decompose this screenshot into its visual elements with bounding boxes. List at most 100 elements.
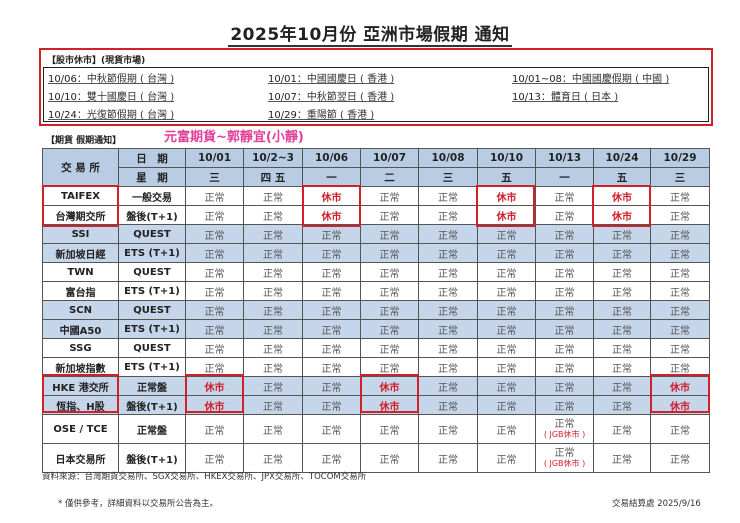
status-cell: 正常 xyxy=(593,414,651,444)
status-cell: 正常 xyxy=(185,357,244,377)
status-cell: 正常 xyxy=(302,243,361,263)
status-cell: 正常 xyxy=(360,281,419,301)
disclaimer: * 僅供參考，詳細資料以交易所公告為主。 xyxy=(58,499,218,509)
status-cell: 休市 xyxy=(302,205,361,225)
status-cell: 正常 xyxy=(477,262,536,282)
status-cell: 正常 xyxy=(593,395,651,415)
status-cell: 正常 xyxy=(185,300,244,320)
status-cell: 正常 xyxy=(243,414,303,444)
date-label: 日 期 xyxy=(118,148,186,168)
status-cell: 正常 xyxy=(418,224,478,244)
stock-item: 10/06：中秋節假期 ( 台灣 ) xyxy=(48,74,175,85)
table-row: 台灣期交所 盤後(T+1) 正常 正常 休市 正常 正常 休市 正常 休市 正常 xyxy=(42,205,710,225)
futures-holiday-table: 交 易 所日 期 10/01 10/2~3 10/06 10/07 10/08 10/10 1… xyxy=(42,148,710,473)
status-cell: 正常 xyxy=(593,443,651,473)
status-cell: 正常 xyxy=(650,281,710,301)
status-cell: 正常 xyxy=(535,338,594,358)
status-cell: 正常 xyxy=(650,338,710,358)
table-row: SCN QUEST 正常 正常 正常 正常 正常 正常 正常 正常 正常 xyxy=(42,300,710,320)
status-cell: 正常 xyxy=(477,319,536,339)
status-cell: 正常( JGB休市 ) xyxy=(535,414,594,444)
status-cell: 正常 xyxy=(418,414,478,444)
status-cell: 休市 xyxy=(650,395,710,415)
status-cell: 正常 xyxy=(418,262,478,282)
status-cell: 正常 xyxy=(360,224,419,244)
status-cell: 正常 xyxy=(243,395,303,415)
status-cell: 正常 xyxy=(535,319,594,339)
table-row: 恆指、H股 盤後(T+1) 休市 正常 正常 休市 正常 正常 正常 正常 休市 xyxy=(42,395,710,415)
status-cell: 正常 xyxy=(477,443,536,473)
status-cell: 正常 xyxy=(243,443,303,473)
status-cell: 正常 xyxy=(535,224,594,244)
exchange-name: SCN xyxy=(42,300,119,320)
exchange-name: OSE / TCE xyxy=(42,414,119,444)
status-cell: 正常 xyxy=(243,319,303,339)
exchange-name: 富台指 xyxy=(42,281,119,301)
status-cell: 休市 xyxy=(477,205,536,225)
status-cell: 正常 xyxy=(418,338,478,358)
status-cell: 正常 xyxy=(185,338,244,358)
page-title: 2025年10月份 亞洲市場假期 通知 xyxy=(0,20,740,47)
status-cell: 正常 xyxy=(650,300,710,320)
session-name: QUEST xyxy=(118,300,186,320)
jgb-note: ( JGB休市 ) xyxy=(543,459,586,468)
date-cell: 10/13 xyxy=(535,148,594,168)
stock-item: 10/13：體育日 ( 日本 ) xyxy=(512,92,619,103)
exchange-name: TAIFEX xyxy=(42,186,119,206)
status-cell: 正常 xyxy=(185,319,244,339)
header-row-dates: 交 易 所日 期 10/01 10/2~3 10/06 10/07 10/08 10/10 1… xyxy=(42,148,710,187)
session-name: QUEST xyxy=(118,262,186,282)
session-name: QUEST xyxy=(118,338,186,358)
table-row: 新加坡指數 ETS (T+1) 正常 正常 正常 正常 正常 正常 正常 正常 正常 xyxy=(42,357,710,377)
status-cell: 正常 xyxy=(593,300,651,320)
status-cell: 正常 xyxy=(302,262,361,282)
weekday-cell: 三 xyxy=(650,167,710,187)
status-cell: 休市 xyxy=(360,395,419,415)
status-cell: 正常 xyxy=(243,357,303,377)
stock-item: 10/24：光復節假期 ( 台灣 ) xyxy=(48,110,175,121)
date-cell: 10/2~3 xyxy=(243,148,303,168)
status-cell: 正常 xyxy=(535,243,594,263)
exchange-name: 日本交易所 xyxy=(42,443,119,473)
weekday-cell: 一 xyxy=(302,167,361,187)
status-cell: 正常 xyxy=(593,376,651,396)
status-cell: 正常 xyxy=(243,262,303,282)
status-cell: 正常 xyxy=(593,281,651,301)
status-cell: 正常 xyxy=(360,300,419,320)
status-cell: 正常 xyxy=(302,224,361,244)
stock-heading: 【股市休市】(現貨市場) xyxy=(47,56,146,66)
stock-holiday-list: 10/06：中秋節假期 ( 台灣 ) 10/01：中國國慶日 ( 香港 ) 10… xyxy=(43,67,709,122)
status-cell: 正常 xyxy=(418,300,478,320)
table-row: HKE 港交所 正常盤 休市 正常 正常 休市 正常 正常 正常 正常 休市 xyxy=(42,376,710,396)
date-cell: 10/29 xyxy=(650,148,710,168)
session-name: QUEST xyxy=(118,224,186,244)
session-name: ETS (T+1) xyxy=(118,357,186,377)
status-cell: 正常 xyxy=(418,243,478,263)
status-cell: 正常 xyxy=(243,224,303,244)
date-cell: 10/24 xyxy=(593,148,651,168)
status-cell: 正常 xyxy=(477,281,536,301)
status-cell: 正常 xyxy=(650,443,710,473)
status-cell: 正常 xyxy=(360,243,419,263)
status-cell: 休市 xyxy=(302,186,361,206)
stock-item: 10/01~08：中國國慶假期 ( 中國 ) xyxy=(512,74,670,85)
status-cell: 正常 xyxy=(535,281,594,301)
status-cell: 正常 xyxy=(650,205,710,225)
title-text: 2025年10月份 亞洲市場假期 通知 xyxy=(228,25,512,47)
status-text: 正常 xyxy=(554,419,575,430)
status-cell: 正常 xyxy=(418,186,478,206)
status-cell: 休市 xyxy=(477,186,536,206)
weekday-cell: 五 xyxy=(477,167,536,187)
status-cell: 休市 xyxy=(360,376,419,396)
table-row: SSI QUEST 正常 正常 正常 正常 正常 正常 正常 正常 正常 xyxy=(42,224,710,244)
jgb-note: ( JGB休市 ) xyxy=(543,430,586,439)
status-cell: 正常 xyxy=(243,186,303,206)
exchange-header: 交 易 所 xyxy=(42,148,119,187)
session-name: 正常盤 xyxy=(118,414,186,444)
status-cell: 正常 xyxy=(477,338,536,358)
status-cell: 正常 xyxy=(185,414,244,444)
status-cell: 正常 xyxy=(418,281,478,301)
table-row: TAIFEX 一般交易 正常 正常 休市 正常 正常 休市 正常 休市 正常 xyxy=(42,186,710,206)
exchange-name: 台灣期交所 xyxy=(42,205,119,225)
status-cell: 正常 xyxy=(535,205,594,225)
